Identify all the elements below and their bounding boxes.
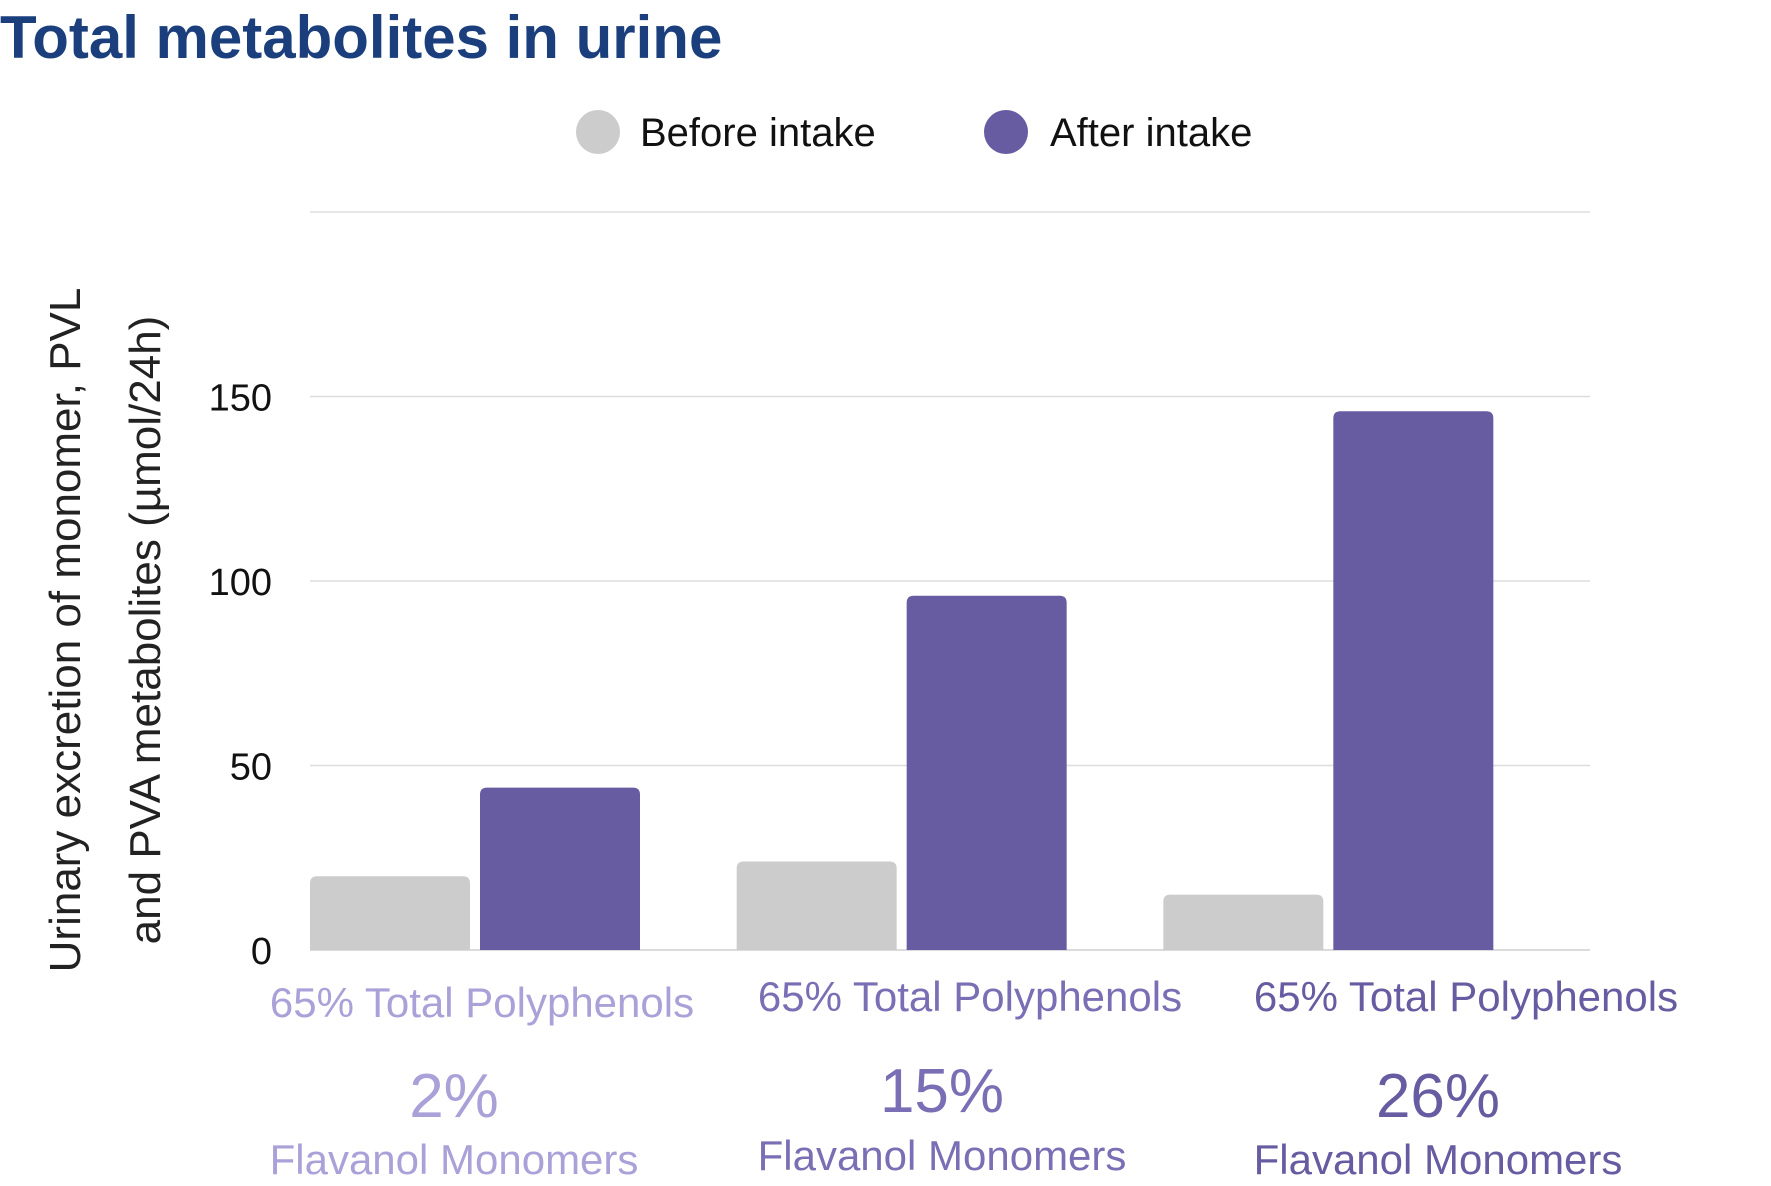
legend: Before intake After intake (576, 110, 1252, 155)
y-tick-label-2: 100 (209, 562, 272, 604)
category-label-line1-2: 65% Total Polyphenols (1254, 973, 1678, 1020)
y-axis-title-line-1: Urinary excretion of monomer, PVL (41, 288, 90, 973)
y-tick-label-0: 0 (251, 931, 272, 973)
bar-before-2 (1163, 894, 1324, 950)
category-label-line1-0: 65% Total Polyphenols (270, 979, 694, 1026)
chart-title: Total metabolites in urine (0, 4, 722, 71)
bars (310, 411, 1494, 950)
legend-marker-after (984, 110, 1028, 154)
x-axis-labels: 65% Total Polyphenols 2% Flavanol Monomers… (270, 973, 1679, 1183)
y-axis-ticks: 0 50 100 150 (209, 378, 272, 974)
category-percent-0: 2% (409, 1062, 499, 1131)
bar-after-1 (906, 595, 1067, 950)
y-axis-title: Urinary excretion of monomer, PVL and PV… (41, 288, 170, 973)
y-axis-title-line-2: and PVA metabolites (µmol/24h) (121, 316, 170, 945)
category-label-line1-1: 65% Total Polyphenols (758, 973, 1182, 1020)
category-label-line3-1: Flavanol Monomers (758, 1132, 1127, 1179)
bar-after-0 (480, 787, 640, 950)
legend-label-after: After intake (1050, 111, 1252, 155)
bar-after-2 (1333, 411, 1494, 950)
category-label-line3-2: Flavanol Monomers (1254, 1136, 1623, 1181)
category-percent-2: 26% (1376, 1062, 1500, 1131)
y-tick-label-1: 50 (230, 747, 272, 789)
legend-marker-before (576, 110, 620, 154)
legend-label-before: Before intake (640, 111, 876, 155)
bar-before-1 (736, 861, 897, 950)
bar-before-0 (310, 876, 470, 950)
y-tick-label-3: 150 (209, 378, 272, 420)
category-percent-1: 15% (880, 1057, 1004, 1126)
category-label-line3-0: Flavanol Monomers (270, 1136, 639, 1181)
